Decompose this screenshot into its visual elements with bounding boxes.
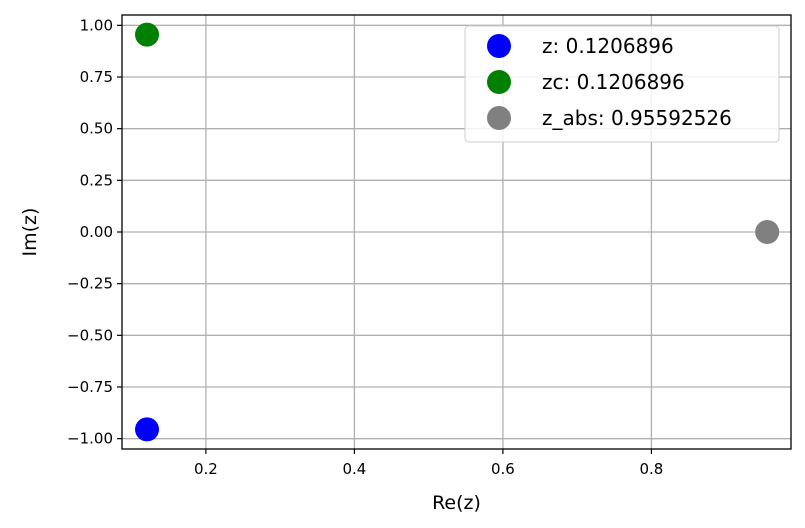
legend-label: z: 0.1206896 bbox=[542, 34, 674, 58]
legend-marker bbox=[487, 106, 511, 130]
data-point bbox=[135, 22, 160, 47]
y-axis-ticks: 1.00 0.75 0.50 0.25 0.00 −0.25 −0.50 −0.75 −1.00 bbox=[67, 16, 122, 448]
legend-marker bbox=[487, 70, 511, 94]
x-tick-label: 0.8 bbox=[639, 460, 663, 478]
y-tick-label: −0.25 bbox=[67, 275, 113, 293]
data-point bbox=[135, 417, 160, 442]
y-tick-label: 0.25 bbox=[80, 171, 113, 189]
y-tick-label: −0.75 bbox=[67, 378, 113, 396]
y-tick-label: −0.50 bbox=[67, 326, 113, 344]
data-point bbox=[755, 220, 780, 244]
x-tick-label: 0.2 bbox=[194, 460, 218, 478]
x-tick-label: 0.6 bbox=[491, 460, 515, 478]
legend-label: z_abs: 0.95592526 bbox=[542, 106, 732, 130]
data-points bbox=[135, 22, 780, 442]
y-tick-label: 0.75 bbox=[80, 68, 113, 86]
x-axis-label: Re(z) bbox=[432, 492, 481, 514]
x-axis-ticks: 0.2 0.4 0.6 0.8 bbox=[194, 449, 663, 478]
y-tick-label: −1.00 bbox=[67, 430, 113, 448]
x-tick-label: 0.4 bbox=[342, 460, 366, 478]
legend-marker bbox=[487, 34, 511, 58]
legend: z: 0.1206896 zc: 0.1206896 z_abs: 0.955925… bbox=[464, 25, 780, 143]
y-tick-label: 1.00 bbox=[80, 16, 113, 34]
y-tick-label: 0.50 bbox=[80, 120, 113, 138]
legend-box bbox=[464, 25, 780, 143]
legend-label: zc: 0.1206896 bbox=[542, 70, 685, 94]
y-tick-label: 0.00 bbox=[80, 223, 113, 241]
grid bbox=[122, 15, 791, 449]
y-axis-label: Im(z) bbox=[19, 208, 41, 257]
